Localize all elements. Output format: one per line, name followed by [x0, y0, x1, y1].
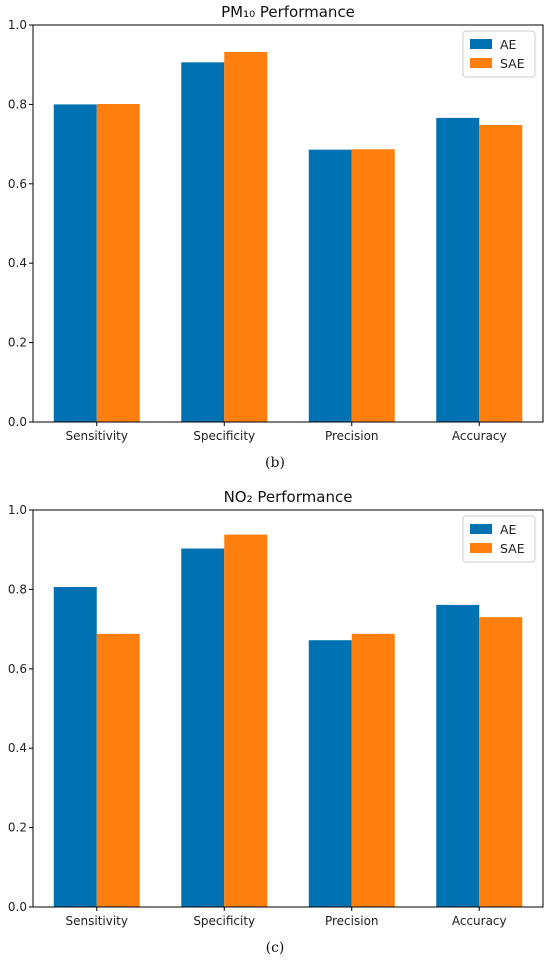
- y-tick-label: 0.4: [8, 741, 27, 755]
- pm10-chart: PM₁₀ Performance Sensitivity Specificity Pr…: [8, 3, 544, 443]
- y-tick-label: 0.8: [8, 97, 27, 111]
- chart-panel-no2: NO₂ Performance Sensitivity Specificity Pre…: [0, 485, 550, 970]
- bar-ae-precision: [308, 640, 352, 907]
- bar-ae-accuracy: [436, 117, 480, 422]
- bar-sae-precision: [351, 633, 395, 907]
- bar-ae-specificity: [181, 62, 225, 423]
- y-tick-label: 0.6: [8, 177, 27, 191]
- legend-label-ae: AE: [500, 37, 517, 52]
- bar-sae-sensitivity: [96, 104, 140, 423]
- bar-ae-accuracy: [436, 604, 480, 907]
- chart-title: PM₁₀ Performance: [221, 3, 355, 21]
- bar-sae-specificity: [224, 51, 268, 422]
- y-tick-label: 1.0: [8, 503, 27, 517]
- legend-swatch-ae: [470, 39, 492, 49]
- y-tick-label: 0.8: [8, 582, 27, 596]
- y-tick-label: 0.2: [8, 336, 27, 350]
- plot-frame: [32, 509, 544, 908]
- bar-sae-accuracy: [479, 617, 523, 907]
- x-tick-label-sensitivity: Sensitivity: [66, 914, 128, 928]
- legend-label-sae: SAE: [500, 541, 525, 556]
- legend-label-ae: AE: [500, 522, 517, 537]
- bar-sae-precision: [351, 149, 395, 423]
- legend-swatch-ae: [470, 524, 492, 534]
- y-tick-label: 0.6: [8, 662, 27, 676]
- legend-swatch-sae: [470, 543, 492, 553]
- y-tick-label: 0.0: [8, 900, 27, 914]
- caption-c: (c): [0, 940, 550, 956]
- bar-ae-specificity: [181, 548, 225, 907]
- y-tick-label: 0.2: [8, 821, 27, 835]
- caption-b-text: (b): [265, 455, 285, 471]
- x-tick-label-specificity: Specificity: [193, 914, 255, 928]
- x-tick-label-specificity: Specificity: [193, 429, 255, 443]
- bar-ae-sensitivity: [53, 104, 97, 423]
- legend-swatch-sae: [470, 58, 492, 68]
- x-tick-label-accuracy: Accuracy: [452, 914, 507, 928]
- y-tick-label: 0.0: [8, 415, 27, 429]
- x-tick-label-precision: Precision: [325, 914, 379, 928]
- bar-ae-sensitivity: [53, 587, 97, 907]
- y-tick-label: 1.0: [8, 18, 27, 32]
- plot-frame: [32, 24, 544, 423]
- bar-ae-precision: [308, 149, 352, 422]
- legend-label-sae: SAE: [500, 56, 525, 71]
- x-tick-label-sensitivity: Sensitivity: [66, 429, 128, 443]
- caption-b: (b): [0, 455, 550, 471]
- bar-sae-specificity: [224, 534, 268, 907]
- bar-sae-sensitivity: [96, 633, 140, 907]
- x-tick-label-accuracy: Accuracy: [452, 429, 507, 443]
- chart-title: NO₂ Performance: [224, 488, 353, 506]
- bar-sae-accuracy: [479, 125, 523, 422]
- no2-chart: NO₂ Performance Sensitivity Specificity Pre…: [8, 488, 544, 928]
- chart-panel-pm10: PM₁₀ Performance Sensitivity Specificity Pr…: [0, 3, 550, 471]
- x-tick-label-precision: Precision: [325, 429, 379, 443]
- caption-c-text: (c): [265, 940, 285, 956]
- y-tick-label: 0.4: [8, 256, 27, 270]
